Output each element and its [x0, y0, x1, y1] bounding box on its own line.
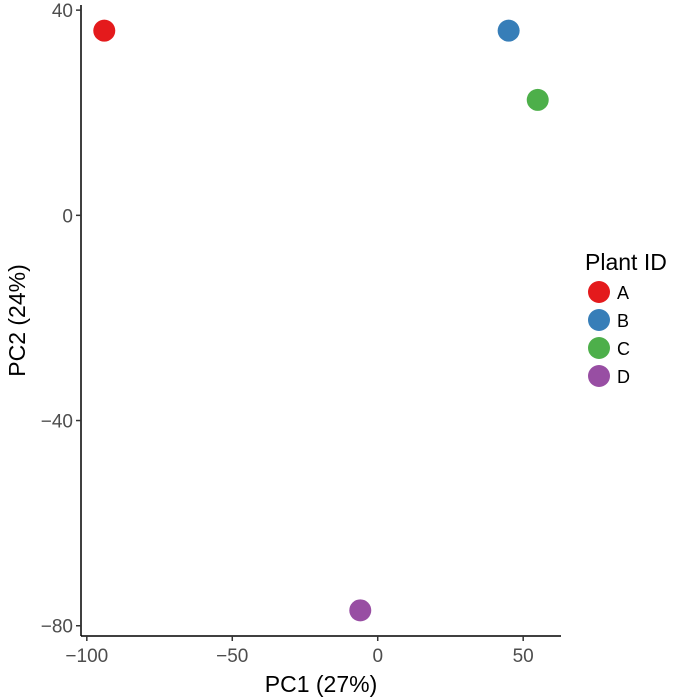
data-point-b	[497, 19, 520, 42]
x-tick-label: 0	[372, 646, 383, 667]
y-tick-label: −40	[41, 412, 73, 433]
legend-key-a	[588, 281, 610, 303]
legend-label-a: A	[617, 283, 629, 303]
y-axis-ticks: 40 0 −40 −80	[41, 1, 81, 638]
legend-key-b	[588, 309, 610, 331]
data-point-c	[526, 88, 549, 111]
data-points	[93, 19, 549, 622]
data-point-a	[93, 19, 116, 42]
legend-label-b: B	[617, 311, 629, 331]
data-point-d	[349, 599, 372, 622]
y-axis-title: PC2 (24%)	[4, 264, 30, 376]
legend-label-c: C	[617, 339, 630, 359]
y-tick-label: 40	[52, 1, 73, 22]
legend-label-d: D	[617, 367, 630, 387]
plot-area: 40 0 −40 −80 −100 −50 0 50	[41, 1, 561, 667]
x-axis-title: PC1 (27%)	[265, 671, 377, 697]
legend-title: Plant ID	[585, 249, 667, 275]
y-tick-label: −80	[41, 617, 73, 638]
y-tick-label: 0	[62, 206, 73, 227]
legend-key-c	[588, 337, 610, 359]
legend-key-d	[588, 365, 610, 387]
x-tick-label: 50	[513, 646, 534, 667]
x-axis-ticks: −100 −50 0 50	[65, 636, 534, 667]
x-tick-label: −100	[65, 646, 108, 667]
x-tick-label: −50	[216, 646, 248, 667]
